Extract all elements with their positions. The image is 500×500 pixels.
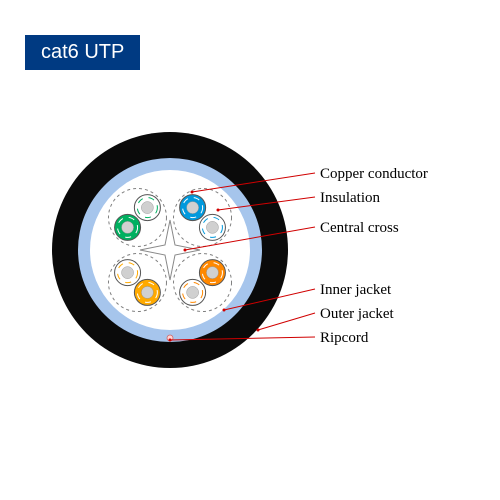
callout-label: Central cross	[320, 220, 399, 237]
callout-label: Insulation	[320, 190, 380, 207]
copper-conductor	[141, 202, 153, 214]
copper-conductor	[206, 221, 218, 233]
copper-conductor	[206, 267, 218, 279]
copper-conductor	[187, 202, 199, 214]
copper-conductor	[187, 286, 199, 298]
leader-dot	[191, 191, 194, 194]
callout-label: Ripcord	[320, 330, 368, 347]
leader-dot	[223, 309, 226, 312]
leader-dot	[217, 209, 220, 212]
callout-label: Inner jacket	[320, 282, 391, 299]
copper-conductor	[141, 286, 153, 298]
leader-dot	[257, 329, 260, 332]
copper-conductor	[122, 267, 134, 279]
copper-conductor	[122, 221, 134, 233]
leader-dot	[184, 249, 187, 252]
cable-diagram	[0, 0, 500, 500]
callout-label: Copper conductor	[320, 166, 428, 183]
callout-label: Outer jacket	[320, 306, 394, 323]
leader-dot	[169, 339, 172, 342]
